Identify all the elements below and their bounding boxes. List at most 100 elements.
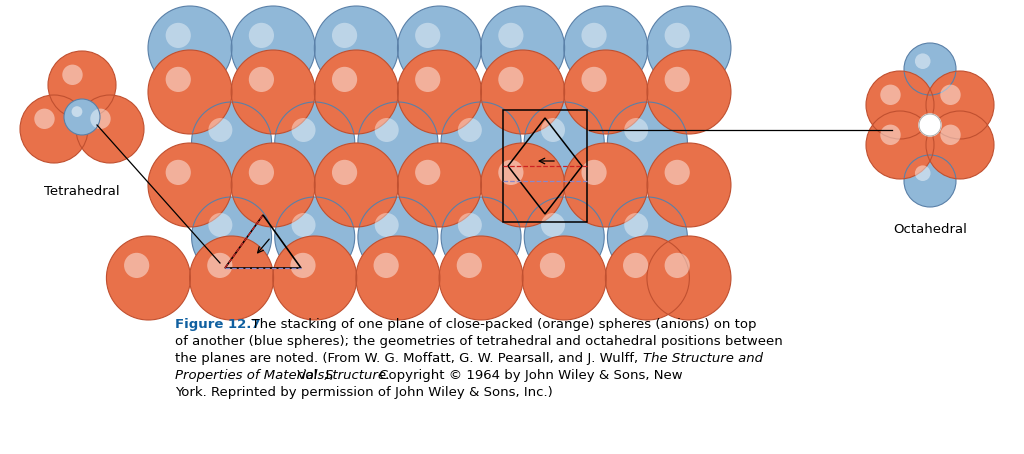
Circle shape (166, 67, 190, 92)
Circle shape (647, 143, 731, 227)
Circle shape (881, 124, 901, 145)
Circle shape (415, 67, 440, 92)
Circle shape (62, 64, 83, 85)
Circle shape (881, 84, 901, 105)
Text: Figure 12.7: Figure 12.7 (175, 318, 260, 331)
Circle shape (375, 118, 398, 142)
Circle shape (625, 213, 648, 237)
Circle shape (356, 236, 440, 320)
Circle shape (647, 236, 731, 320)
Circle shape (919, 114, 941, 136)
Circle shape (249, 23, 274, 48)
Circle shape (480, 143, 564, 227)
Text: Octahedral: Octahedral (893, 223, 967, 236)
Circle shape (582, 67, 606, 92)
Text: York. Reprinted by permission of John Wiley & Sons, Inc.): York. Reprinted by permission of John Wi… (175, 386, 553, 399)
Circle shape (665, 67, 690, 92)
Circle shape (866, 111, 934, 179)
Circle shape (647, 50, 731, 134)
Circle shape (524, 102, 604, 182)
Circle shape (926, 71, 994, 139)
Circle shape (541, 118, 565, 142)
Circle shape (148, 6, 232, 90)
Circle shape (207, 253, 232, 278)
Circle shape (272, 236, 356, 320)
Circle shape (607, 197, 687, 277)
Circle shape (231, 50, 315, 134)
Circle shape (358, 197, 438, 277)
Circle shape (63, 99, 100, 135)
Circle shape (457, 253, 482, 278)
Circle shape (605, 236, 689, 320)
Circle shape (231, 6, 315, 90)
Circle shape (866, 71, 934, 139)
Circle shape (291, 253, 315, 278)
Circle shape (375, 213, 398, 237)
Circle shape (189, 236, 273, 320)
Circle shape (314, 143, 398, 227)
Circle shape (480, 50, 564, 134)
Circle shape (458, 213, 482, 237)
Circle shape (332, 23, 357, 48)
Text: of another (blue spheres); the geometries of tetrahedral and octahedral position: of another (blue spheres); the geometrie… (175, 335, 782, 348)
Circle shape (940, 84, 961, 105)
Circle shape (415, 23, 440, 48)
Circle shape (665, 253, 690, 278)
Text: Structure.: Structure. (325, 369, 391, 382)
Circle shape (665, 23, 690, 48)
Circle shape (458, 118, 482, 142)
Circle shape (926, 111, 994, 179)
Text: the planes are noted. (From W. G. Moffatt, G. W. Pearsall, and J. Wulff,: the planes are noted. (From W. G. Moffat… (175, 352, 642, 365)
Circle shape (522, 236, 606, 320)
Circle shape (332, 160, 357, 185)
Circle shape (397, 6, 481, 90)
Circle shape (499, 160, 523, 185)
Circle shape (625, 118, 648, 142)
Circle shape (441, 197, 521, 277)
Circle shape (72, 106, 82, 117)
Circle shape (208, 213, 232, 237)
Circle shape (231, 143, 315, 227)
Text: Vol. I,: Vol. I, (293, 369, 338, 382)
Circle shape (292, 118, 315, 142)
Text: Copyright © 1964 by John Wiley & Sons, New: Copyright © 1964 by John Wiley & Sons, N… (375, 369, 683, 382)
Text: The stacking of one plane of close-packed (orange) spheres (anions) on top: The stacking of one plane of close-packe… (243, 318, 757, 331)
Circle shape (208, 118, 232, 142)
Circle shape (191, 197, 271, 277)
Circle shape (76, 95, 144, 163)
Circle shape (904, 155, 956, 207)
Circle shape (358, 102, 438, 182)
Circle shape (20, 95, 88, 163)
Circle shape (48, 51, 116, 119)
Circle shape (480, 6, 564, 90)
Circle shape (607, 102, 687, 182)
Circle shape (582, 23, 606, 48)
Text: Properties of Materials,: Properties of Materials, (175, 369, 329, 382)
Circle shape (34, 109, 54, 129)
Circle shape (332, 67, 357, 92)
Circle shape (415, 160, 440, 185)
Circle shape (904, 43, 956, 95)
Circle shape (274, 197, 354, 277)
Circle shape (623, 253, 648, 278)
Circle shape (397, 50, 481, 134)
Circle shape (665, 160, 690, 185)
Circle shape (540, 253, 565, 278)
Circle shape (148, 143, 232, 227)
Circle shape (374, 253, 398, 278)
Circle shape (124, 253, 150, 278)
Circle shape (914, 165, 931, 181)
Circle shape (249, 160, 274, 185)
Circle shape (274, 102, 354, 182)
Circle shape (499, 23, 523, 48)
Circle shape (564, 6, 648, 90)
Circle shape (499, 67, 523, 92)
Circle shape (292, 213, 315, 237)
Circle shape (314, 6, 398, 90)
Circle shape (647, 6, 731, 90)
Circle shape (191, 102, 271, 182)
Circle shape (166, 160, 190, 185)
Circle shape (564, 143, 648, 227)
Text: The Structure and: The Structure and (643, 352, 763, 365)
Circle shape (524, 197, 604, 277)
